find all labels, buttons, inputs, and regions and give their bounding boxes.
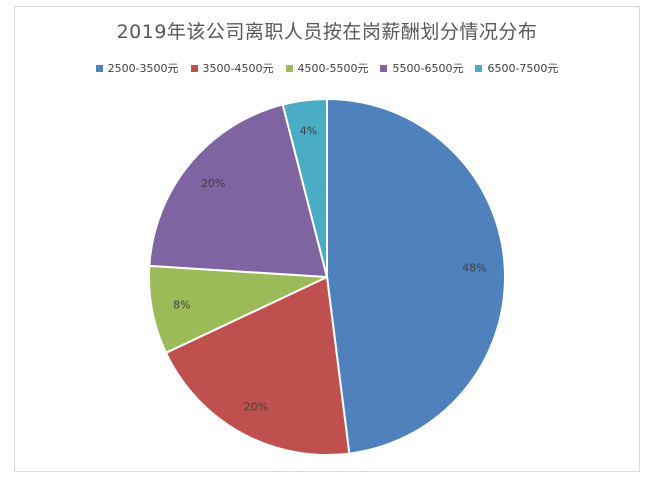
legend-label: 6500-7500元 (487, 62, 559, 75)
pie-slice (281, 97, 328, 278)
chart-legend: 2500-3500元 3500-4500元 4500-5500元 5500-6500元… (15, 60, 639, 76)
legend-item: 6500-7500元 (475, 60, 558, 76)
pie-slice (148, 103, 329, 279)
legend-label: 3500-4500元 (202, 62, 274, 75)
slice-data-label: 20% (201, 177, 225, 190)
legend-swatch (475, 64, 483, 72)
legend-label: 5500-6500元 (392, 62, 464, 75)
slice-data-label: 4% (300, 124, 317, 137)
legend-swatch (190, 64, 198, 72)
pie-slice (164, 275, 351, 456)
legend-item: 4500-5500元 (285, 60, 369, 76)
legend-label: 2500-3500元 (107, 62, 179, 75)
pie-slice (148, 264, 328, 355)
legend-item: 5500-6500元 (380, 60, 463, 76)
chart-title: 2019年该公司离职人员按在岗薪酬划分情况分布 (116, 21, 538, 43)
legend-swatch (95, 64, 103, 72)
slice-data-label: 48% (462, 262, 486, 275)
legend-swatch (380, 64, 388, 72)
legend-swatch (285, 64, 293, 72)
pie-slice (326, 97, 506, 455)
legend-label: 4500-5500元 (297, 62, 369, 75)
legend-item: 2500-3500元 (95, 60, 179, 76)
legend-item: 3500-4500元 (190, 60, 274, 76)
slice-data-label: 20% (244, 400, 268, 413)
slice-data-label: 8% (173, 299, 190, 312)
